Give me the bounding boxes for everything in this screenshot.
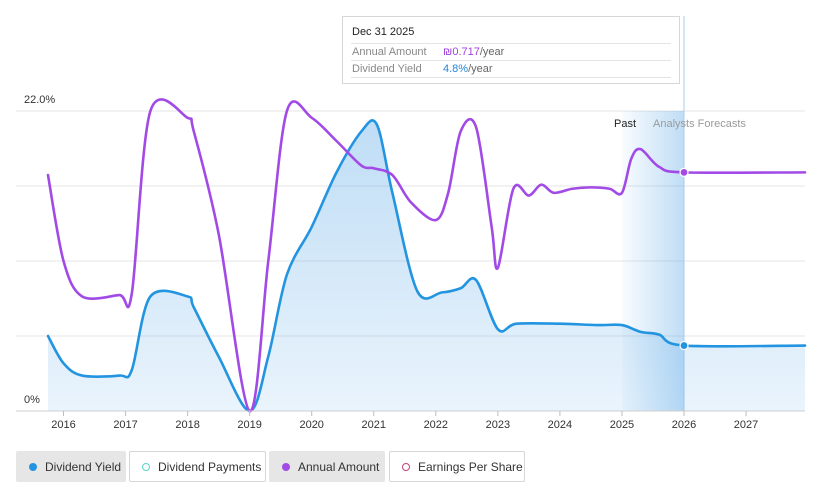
tooltip-row-dividend-yield: Dividend Yield 4.8%/year (351, 60, 671, 78)
x-tick-label: 2017 (113, 419, 137, 431)
tooltip-label: Dividend Yield (352, 63, 422, 75)
legend-earnings-per-share-button[interactable]: Earnings Per Share (389, 451, 525, 482)
legend-label: Dividend Payments (158, 459, 262, 474)
legend-dividend-yield-button[interactable]: Dividend Yield (16, 451, 126, 482)
chart-labels: 22.0% 0% Past Analysts Forecasts (24, 94, 746, 406)
x-tick-label: 2016 (51, 419, 75, 431)
dividend-yield-highlight-point (679, 340, 689, 351)
x-tick-label: 2020 (299, 419, 323, 431)
x-tick-label: 2026 (672, 419, 696, 431)
x-tick-label: 2025 (610, 419, 634, 431)
earnings-per-share-dot-icon (402, 462, 410, 471)
legend-dividend-payments-button[interactable]: Dividend Payments (129, 451, 266, 482)
dividend-yield-line (46, 119, 807, 413)
y-tick-label-zero: 0% (24, 394, 40, 406)
dividend-yield-area (48, 120, 805, 412)
legend-label: Annual Amount (298, 459, 380, 474)
tooltip-label: Annual Amount (352, 46, 427, 58)
dividend-yield-dot-icon (29, 462, 37, 471)
tooltip-row-annual-amount: Annual Amount ₪0.717/year (351, 43, 671, 60)
annual-amount-dot-icon (282, 462, 290, 471)
forecast-label: Analysts Forecasts (653, 118, 746, 130)
x-axis: 2016 2017 2018 2019 2020 2021 2022 2023 2024 2025… (16, 410, 805, 431)
tooltip-date: Dec 31 2025 (352, 26, 415, 38)
annual-amount-highlight-point (679, 167, 689, 177)
past-label: Past (614, 118, 636, 130)
tooltip-value: ₪0.717/year (443, 46, 505, 58)
x-tick-label: 2024 (548, 419, 572, 431)
legend-label: Earnings Per Share (418, 459, 523, 474)
tooltip-value: 4.8%/year (443, 63, 493, 75)
legend-label: Dividend Yield (45, 459, 122, 474)
dividend-payments-dot-icon (142, 462, 150, 471)
x-tick-label: 2022 (424, 419, 448, 431)
data-tooltip: Dec 31 2025 Annual Amount ₪0.717/year Di… (342, 16, 680, 84)
x-tick-label: 2021 (362, 419, 386, 431)
x-tick-label: 2027 (734, 419, 758, 431)
legend-annual-amount-button[interactable]: Annual Amount (269, 451, 385, 482)
x-tick-label: 2018 (175, 419, 199, 431)
x-tick-label: 2019 (237, 419, 261, 431)
y-tick-label-max: 22.0% (24, 94, 55, 106)
series-layer (46, 98, 807, 413)
annual-amount-line (46, 98, 807, 413)
x-tick-label: 2023 (486, 419, 510, 431)
